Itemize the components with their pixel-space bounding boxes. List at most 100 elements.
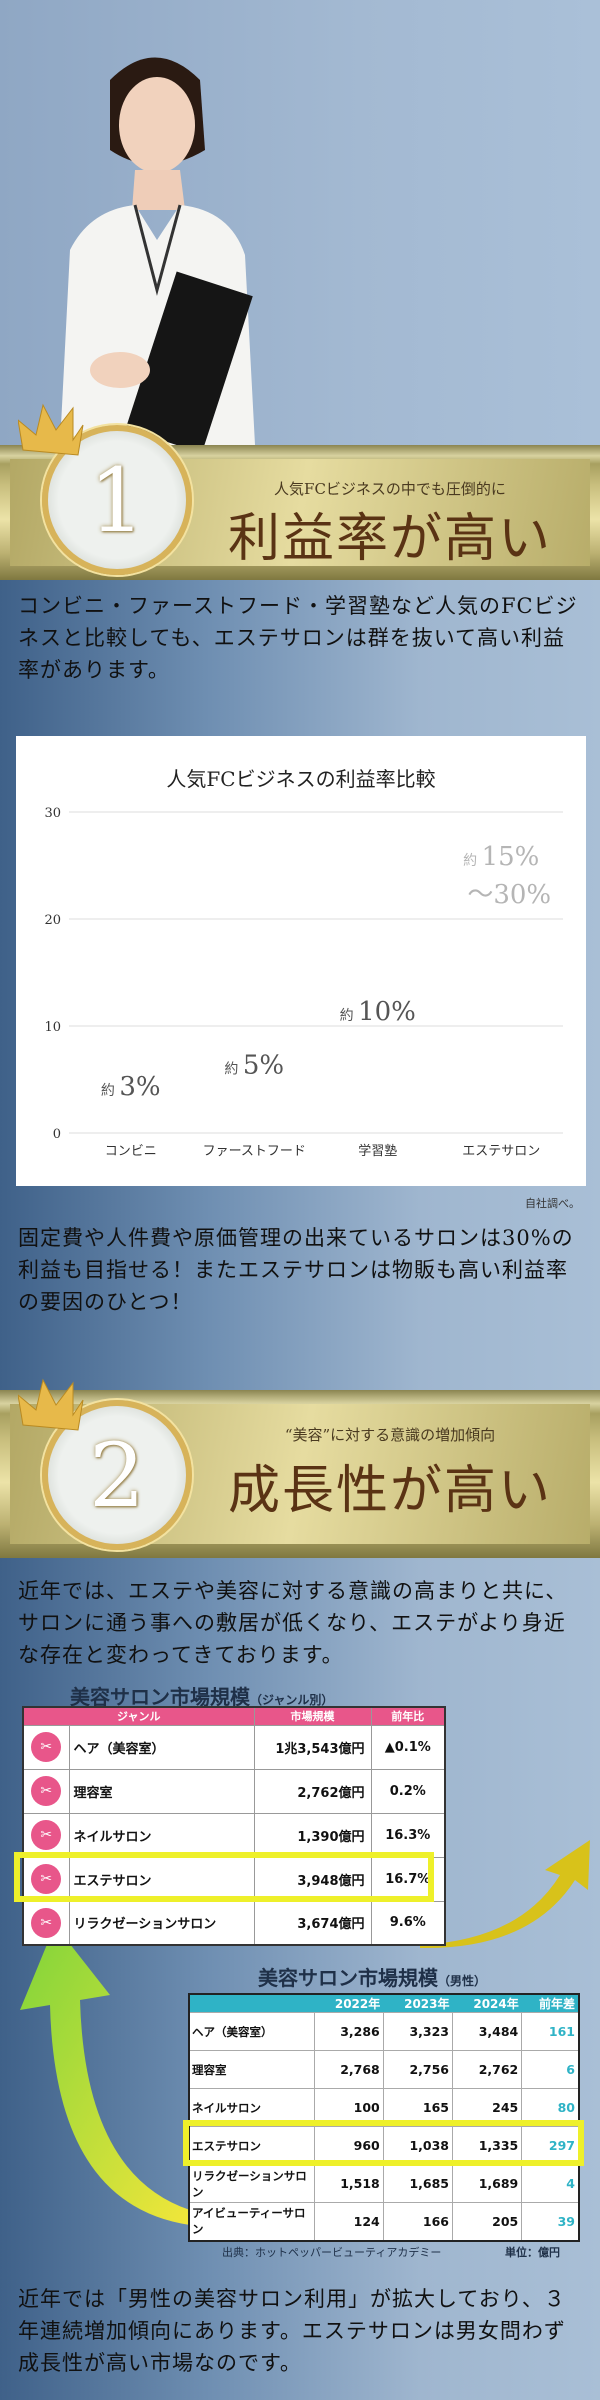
genre-cell: ヘア（美容室） bbox=[68, 1724, 255, 1770]
category-label: 学習塾 bbox=[358, 1143, 397, 1159]
data-label: 約 15% bbox=[463, 842, 539, 872]
yellow-arrow-icon bbox=[420, 1840, 590, 1949]
genre-cell: エステサロン bbox=[188, 2126, 315, 2165]
ratio-cell: 16.7% bbox=[370, 1856, 446, 1902]
male-market-table: 2022年 2023年 2024年 前年差 ヘア（美容室） 3,286 3,323 3,484… bbox=[188, 1993, 580, 2242]
value-cell: 3,323 bbox=[382, 2012, 454, 2051]
table-row: アイビューティーサロン 124 166 205 39 bbox=[188, 2202, 580, 2241]
diff-cell: 4 bbox=[521, 2164, 580, 2203]
header-ratio: 前年比 bbox=[370, 1706, 446, 1726]
header-genre: ジャンル bbox=[22, 1706, 255, 1726]
genre-market-table: ジャンル 市場規模 前年比 ✂ ヘア（美容室） 1兆3,543億円 ▲0.1% ✂ 理… bbox=[22, 1706, 446, 1946]
chart-title: 人気FCビジネスの利益率比較 bbox=[166, 767, 435, 791]
value-cell: 100 bbox=[313, 2088, 384, 2127]
category-label: コンビニ bbox=[105, 1144, 157, 1159]
genre-cell: アイビューティーサロン bbox=[188, 2202, 315, 2241]
table2-title: 美容サロン市場規模（男性） bbox=[258, 1966, 487, 1990]
column-header: 2023年 bbox=[383, 1994, 453, 2013]
table-row: 理容室 2,768 2,756 2,762 6 bbox=[188, 2050, 580, 2089]
nail-icon: ✂ bbox=[31, 1820, 62, 1850]
value-cell: 960 bbox=[313, 2126, 384, 2165]
scissors-comb-icon: ✂ bbox=[31, 1732, 62, 1762]
value-cell: 2,762 bbox=[451, 2050, 523, 2089]
diff-cell: 297 bbox=[521, 2126, 580, 2165]
value-cell: 2,768 bbox=[313, 2050, 384, 2089]
profit-chart: 人気FCビジネスの利益率比較 0 10 20 30 コンビニ 約 3% ファーストフード 約 5… bbox=[16, 736, 586, 1186]
data-label: 約 10% bbox=[340, 997, 416, 1027]
chart-source: 自社調べ。 bbox=[525, 1197, 580, 1210]
genre-cell: エステサロン bbox=[68, 1856, 255, 1902]
column-header: 前年差 bbox=[521, 1994, 579, 2013]
y-tick-label: 10 bbox=[44, 1020, 61, 1035]
value-cell: 1,518 bbox=[313, 2164, 384, 2203]
size-cell: 3,674億円 bbox=[253, 1900, 372, 1946]
ratio-cell: 0.2% bbox=[370, 1768, 446, 1814]
crown-icon bbox=[18, 1378, 84, 1431]
table-unit: 単位：億円 bbox=[505, 2246, 560, 2259]
genre-cell: 理容室 bbox=[68, 1768, 255, 1814]
diff-cell: 6 bbox=[521, 2050, 580, 2089]
number-medal-1: 1 bbox=[42, 425, 192, 575]
category-label: エステサロン bbox=[462, 1144, 540, 1159]
genre-cell: リラクゼーションサロン bbox=[68, 1900, 255, 1946]
yellow-arrow-icon bbox=[20, 1925, 190, 2225]
profit-chart-svg: 人気FCビジネスの利益率比較 0 10 20 30 コンビニ 約 3% ファーストフード 約 5… bbox=[44, 767, 563, 1159]
value-cell: 2,756 bbox=[382, 2050, 454, 2089]
y-tick-label: 20 bbox=[44, 913, 61, 928]
value-cell: 165 bbox=[382, 2088, 454, 2127]
ratio-cell: ▲0.1% bbox=[370, 1724, 446, 1770]
section1-paragraph: コンビニ・ファーストフード・学習塾など人気のFCビジネスと比較しても、エステサロ… bbox=[18, 594, 578, 682]
data-label: ～30% bbox=[467, 880, 551, 910]
table-source: 出典：ホットペッパービューティアカデミー bbox=[222, 2246, 442, 2259]
section1-title: 利益率が高い bbox=[227, 509, 552, 569]
section1-subtitle: 人気FCビジネスの中でも圧倒的に bbox=[274, 480, 506, 498]
genre-cell: リラクゼーションサロン bbox=[188, 2164, 315, 2203]
genre-cell: 理容室 bbox=[188, 2050, 315, 2089]
value-cell: 1,685 bbox=[382, 2164, 454, 2203]
value-cell: 1,335 bbox=[451, 2126, 523, 2165]
section2-paragraph: 近年では、エステや美容に対する意識の高まりと共に、サロンに通う事への敷居が低くな… bbox=[18, 1579, 568, 1667]
column-header bbox=[189, 1994, 314, 2013]
size-cell: 2,762億円 bbox=[253, 1768, 372, 1814]
value-cell: 1,689 bbox=[451, 2164, 523, 2203]
table1-title: 美容サロン市場規模（ジャンル別） bbox=[70, 1685, 334, 1709]
value-cell: 124 bbox=[313, 2202, 384, 2241]
category-label: ファーストフード bbox=[203, 1144, 306, 1159]
size-cell: 1,390億円 bbox=[253, 1812, 372, 1858]
column-header: 2024年 bbox=[452, 1994, 522, 2013]
section1-paragraph2: 固定費や人件費や原価管理の出来ているサロンは30%の利益も目指せる！またエステサ… bbox=[18, 1226, 574, 1314]
woman-photo bbox=[60, 57, 255, 445]
table-row: ✂ 理容室 2,762億円 0.2% bbox=[22, 1768, 446, 1814]
value-cell: 205 bbox=[451, 2202, 523, 2241]
value-cell: 1,038 bbox=[382, 2126, 454, 2165]
diff-cell: 161 bbox=[521, 2012, 580, 2051]
section2-subtitle: “美容”に対する意識の増加傾向 bbox=[284, 1426, 496, 1444]
genre-cell: ネイルサロン bbox=[188, 2088, 315, 2127]
data-label: 約 5% bbox=[224, 1051, 284, 1081]
value-cell: 3,484 bbox=[451, 2012, 523, 2051]
genre-cell: ネイルサロン bbox=[68, 1812, 255, 1858]
face-care-icon: ✂ bbox=[31, 1864, 62, 1894]
y-tick-label: 30 bbox=[44, 806, 61, 821]
table-row: ✂ ネイルサロン 1,390億円 16.3% bbox=[22, 1812, 446, 1858]
crown-icon bbox=[18, 403, 84, 456]
hero-image bbox=[0, 0, 600, 445]
section2-paragraph2: 近年では「男性の美容サロン利用」が拡大しており、３年連続増加傾向にあります。エス… bbox=[18, 2287, 566, 2375]
section2-title: 成長性が高い bbox=[227, 1461, 552, 1521]
ratio-cell: 9.6% bbox=[370, 1900, 446, 1946]
ratio-cell: 16.3% bbox=[370, 1812, 446, 1858]
table-row: ✂ エステサロン 3,948億円 16.7% bbox=[22, 1856, 446, 1902]
table-row: ✂ リラクゼーションサロン 3,674億円 9.6% bbox=[22, 1900, 446, 1946]
table-row: ネイルサロン 100 165 245 80 bbox=[188, 2088, 580, 2127]
value-cell: 3,286 bbox=[313, 2012, 384, 2051]
value-cell: 166 bbox=[382, 2202, 454, 2241]
diff-cell: 39 bbox=[521, 2202, 580, 2241]
size-cell: 3,948億円 bbox=[253, 1856, 372, 1902]
column-header: 2022年 bbox=[314, 1994, 384, 2013]
size-cell: 1兆3,543億円 bbox=[253, 1724, 372, 1770]
header-size: 市場規模 bbox=[253, 1706, 372, 1726]
data-label: 約 3% bbox=[101, 1072, 161, 1102]
relaxation-icon: ✂ bbox=[31, 1907, 62, 1938]
y-tick-label: 0 bbox=[53, 1127, 61, 1142]
table-row: ヘア（美容室） 3,286 3,323 3,484 161 bbox=[188, 2012, 580, 2051]
